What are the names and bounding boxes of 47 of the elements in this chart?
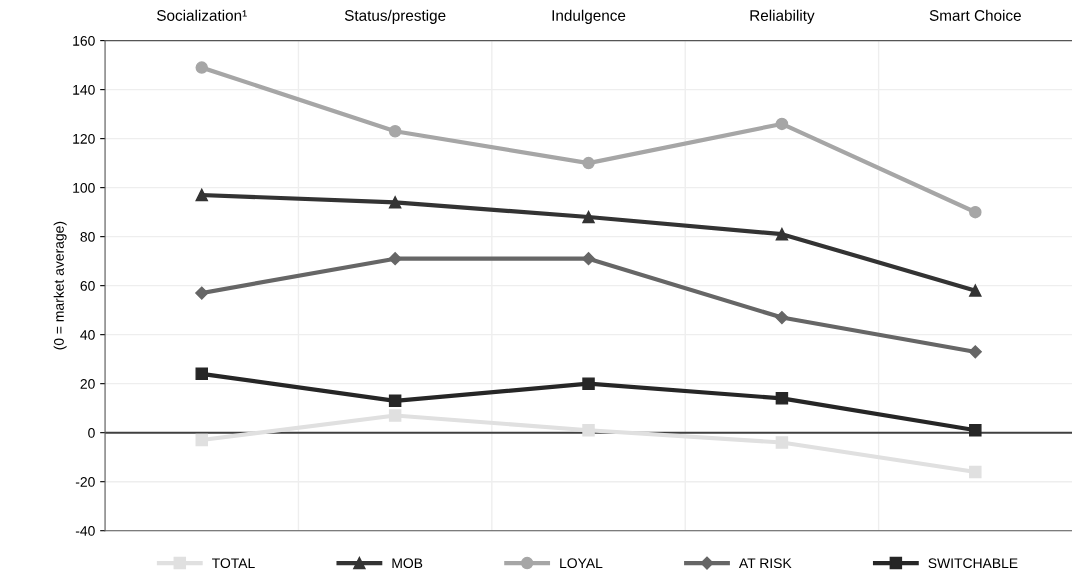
y-tick-label: 0 [88,428,95,438]
point [775,392,789,405]
x-tick-label: Smart Choice [929,9,1021,21]
y-tick-label: 80 [80,231,95,242]
point [582,210,595,224]
point [969,284,982,297]
y-tick-label: 60 [80,280,95,291]
point [388,394,402,408]
point [969,423,982,437]
y-tick-label: 120 [73,133,95,144]
point [775,436,789,449]
point [582,423,595,437]
legend-label: LOYAL [560,558,603,569]
y-tick-label: -40 [75,526,95,536]
point [969,465,982,479]
point [582,377,595,390]
y-tick-label: 20 [80,379,95,389]
point [968,345,982,359]
point [582,156,595,170]
y-tick-label: 160 [73,35,95,46]
x-tick-label: Indulgence [552,9,626,24]
x-tick-label: Reliability [750,9,815,24]
y-tick-label: -20 [75,477,95,487]
point [388,196,402,209]
y-tick-label: 40 [80,329,95,340]
y-tick-label: 100 [73,182,95,193]
legend-label: MOB [392,558,423,569]
point [195,188,209,202]
x-tick-label: Status/prestige [344,9,446,24]
point [775,310,789,325]
point [775,227,789,241]
y-tick-label: 140 [73,84,95,95]
point [195,286,209,300]
legend-label: TOTAL [212,558,255,569]
point [775,117,789,131]
y-axis-title: (0 = market average) [53,221,67,350]
x-tick-label: Socialization¹ [157,9,247,21]
point [969,205,982,219]
legend-label: SWITCHABLE [928,558,1018,569]
point [581,252,596,266]
point [195,433,209,447]
point [388,125,402,138]
point [388,252,402,266]
point [388,409,402,422]
point [195,61,209,74]
point [195,367,209,381]
legend-label: AT RISK [738,558,792,569]
